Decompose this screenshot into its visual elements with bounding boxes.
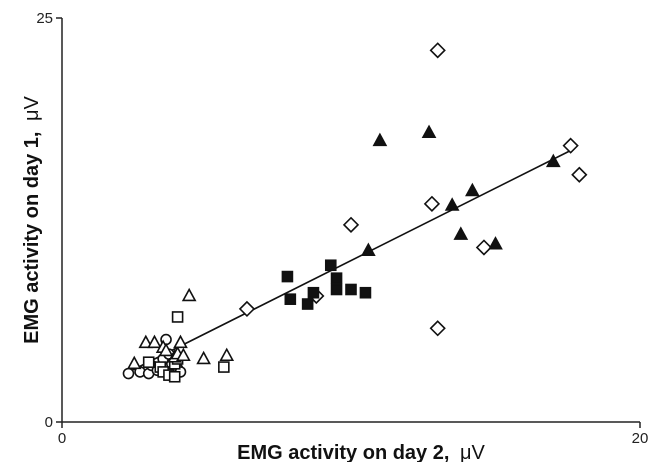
- open-square-point: [171, 311, 184, 323]
- fit-line-group: [125, 149, 571, 375]
- open-circle-point: [122, 367, 135, 380]
- filled-square-point: [359, 286, 372, 299]
- fit-line: [125, 149, 571, 375]
- open-triangle-point: [219, 347, 235, 362]
- open-diamond-point: [429, 320, 446, 337]
- filled-triangle-point: [444, 197, 460, 211]
- filled-square-point: [307, 286, 320, 299]
- open-triangle-point: [181, 287, 197, 302]
- open-triangle-point: [176, 347, 191, 362]
- filled-triangle-point: [465, 182, 480, 197]
- open-diamond-point: [475, 239, 493, 256]
- y-axis-label: EMG activity on day 1,: [21, 132, 43, 344]
- filled-square-point: [330, 283, 343, 296]
- filled-triangle-point: [453, 226, 469, 240]
- open-square-point: [142, 356, 155, 369]
- filled-square-point: [301, 298, 314, 310]
- filled-square-point: [281, 270, 294, 283]
- filled-square-point: [345, 283, 357, 296]
- open-diamond-point: [571, 166, 588, 183]
- open-triangle-point: [126, 355, 142, 370]
- axes: 0 25 0 20 EMG activity on day 2, μV EMG …: [21, 10, 648, 462]
- y-tick-label-1: 25: [36, 10, 53, 27]
- y-axis-title: EMG activity on day 1, μV: [21, 95, 43, 343]
- filled-triangle-point: [372, 132, 388, 147]
- open-diamond-point: [238, 300, 256, 318]
- data-points: [122, 42, 588, 383]
- y-tick-label-0: 0: [45, 414, 53, 431]
- filled-square-point: [330, 272, 343, 284]
- open-triangle-point: [138, 334, 154, 349]
- open-triangle-point: [147, 334, 162, 349]
- open-diamond-point: [429, 42, 446, 59]
- open-diamond-point: [562, 137, 579, 154]
- filled-square-point: [324, 259, 337, 272]
- x-tick-label-1: 20: [632, 430, 649, 447]
- filled-triangle-point: [488, 236, 503, 250]
- y-axis-unit: μV: [21, 95, 43, 121]
- x-axis-label: EMG activity on day 2,: [237, 442, 449, 462]
- open-square-point: [218, 361, 230, 373]
- filled-square-point: [284, 293, 297, 305]
- filled-triangle-point: [360, 242, 376, 257]
- x-axis-title: EMG activity on day 2, μV: [237, 442, 485, 462]
- filled-triangle-point: [545, 153, 561, 168]
- open-diamond-point: [342, 216, 360, 233]
- x-axis-unit: μV: [460, 442, 486, 462]
- filled-triangle-point: [421, 124, 437, 139]
- open-diamond-point: [423, 195, 441, 212]
- x-tick-label-0: 0: [58, 430, 66, 447]
- open-triangle-point: [173, 334, 188, 349]
- open-triangle-point: [158, 342, 174, 357]
- open-triangle-point: [196, 350, 211, 365]
- open-square-point: [168, 370, 181, 383]
